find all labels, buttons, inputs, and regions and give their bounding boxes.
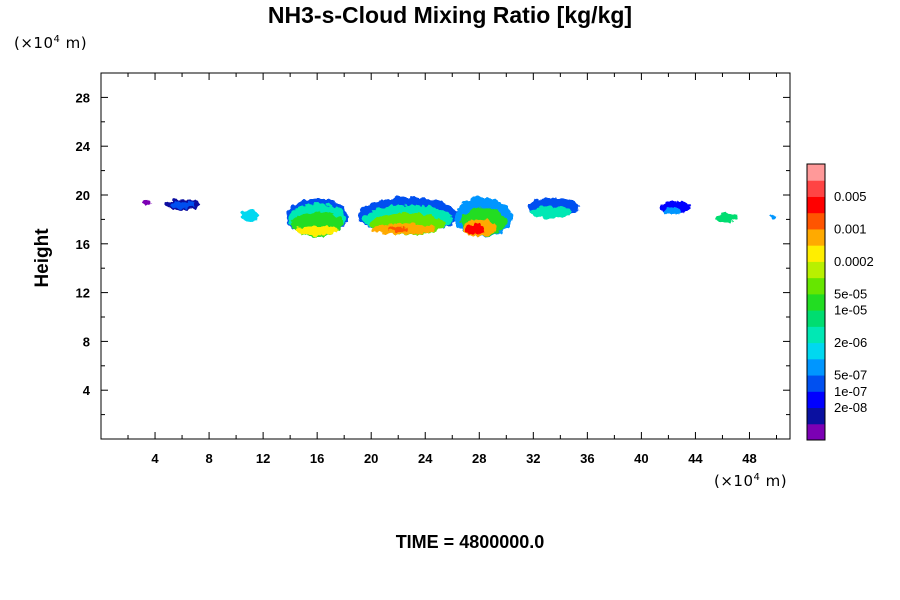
colorbar-swatch	[807, 245, 825, 262]
colorbar-label: 5e-07	[834, 368, 867, 383]
colorbar-swatch	[807, 375, 825, 392]
y-tick-label: 8	[83, 334, 90, 349]
cloud-patch	[716, 213, 737, 224]
x-tick-label: 24	[418, 451, 433, 466]
y-tick-label: 20	[76, 188, 90, 203]
cloud-patch	[530, 205, 572, 219]
colorbar-label: 5e-05	[834, 286, 867, 301]
cloud-patch	[664, 207, 681, 215]
y-tick-label: 28	[76, 90, 90, 105]
colorbar-swatch	[807, 391, 825, 409]
cloud-patch	[169, 201, 195, 209]
colorbar-label: 2e-08	[834, 400, 867, 415]
x-axis-unit: (×104 m)	[714, 472, 787, 490]
colorbar-swatch	[807, 261, 825, 279]
colorbar-swatch	[807, 407, 825, 425]
y-tick-label: 24	[76, 139, 91, 154]
colorbar-swatch	[807, 293, 825, 311]
colorbar-swatch	[807, 310, 825, 327]
x-tick-label: 4	[151, 451, 159, 466]
plot-frame	[100, 72, 791, 440]
y-tick-label: 4	[83, 383, 91, 398]
y-unit-exponent: 4	[53, 34, 61, 45]
x-tick-label: 40	[634, 451, 648, 466]
cloud-patch	[770, 214, 778, 220]
x-tick-label: 36	[580, 451, 594, 466]
colorbar-label: 2e-06	[834, 335, 867, 350]
colorbar-swatch	[807, 228, 825, 246]
colorbar-swatch	[807, 196, 825, 214]
cloud-patch	[464, 224, 487, 235]
chart-title: NH3-s-Cloud Mixing Ratio [kg/kg]	[267, 2, 633, 28]
cloud-field	[143, 196, 778, 238]
colorbar-label: 1e-07	[834, 384, 867, 399]
y-unit-prefix: (×10	[14, 34, 54, 52]
x-tick-label: 8	[205, 451, 212, 466]
cloud-patch	[143, 199, 151, 205]
x-unit-suffix: m)	[760, 472, 788, 490]
x-tick-label: 32	[526, 451, 540, 466]
x-tick-label: 12	[256, 451, 270, 466]
y-tick-label: 12	[76, 286, 90, 301]
colorbar-swatch	[807, 342, 825, 360]
colorbar-label: 0.005	[834, 189, 867, 204]
x-tick-label: 28	[472, 451, 486, 466]
colorbar-swatch	[807, 164, 825, 181]
colorbar-label: 0.001	[834, 221, 867, 236]
x-tick-label: 16	[310, 451, 324, 466]
y-axis-unit: (×104 m)	[14, 34, 87, 52]
x-unit-prefix: (×10	[714, 472, 754, 490]
colorbar-label: 0.0002	[834, 254, 874, 269]
cloud-patch	[241, 209, 258, 222]
x-unit-exponent: 4	[753, 472, 761, 483]
cloud-patch	[295, 225, 339, 236]
colorbar-frame	[806, 163, 826, 441]
y-unit-suffix: m)	[60, 34, 88, 52]
time-label: TIME = 4800000.0	[395, 532, 545, 552]
colorbar-label: 1e-05	[834, 303, 867, 318]
colorbar-swatch	[807, 277, 825, 295]
colorbar-swatch	[807, 212, 825, 230]
colorbar-swatch	[807, 423, 825, 441]
y-tick-label: 16	[76, 237, 90, 252]
colorbar-swatch	[807, 326, 825, 344]
colorbar-swatch	[807, 180, 825, 197]
x-tick-label: 44	[688, 451, 703, 466]
colorbar-swatch	[807, 358, 825, 376]
cloud-patch	[387, 226, 410, 232]
x-tick-label: 48	[742, 451, 756, 466]
x-tick-label: 20	[364, 451, 378, 466]
